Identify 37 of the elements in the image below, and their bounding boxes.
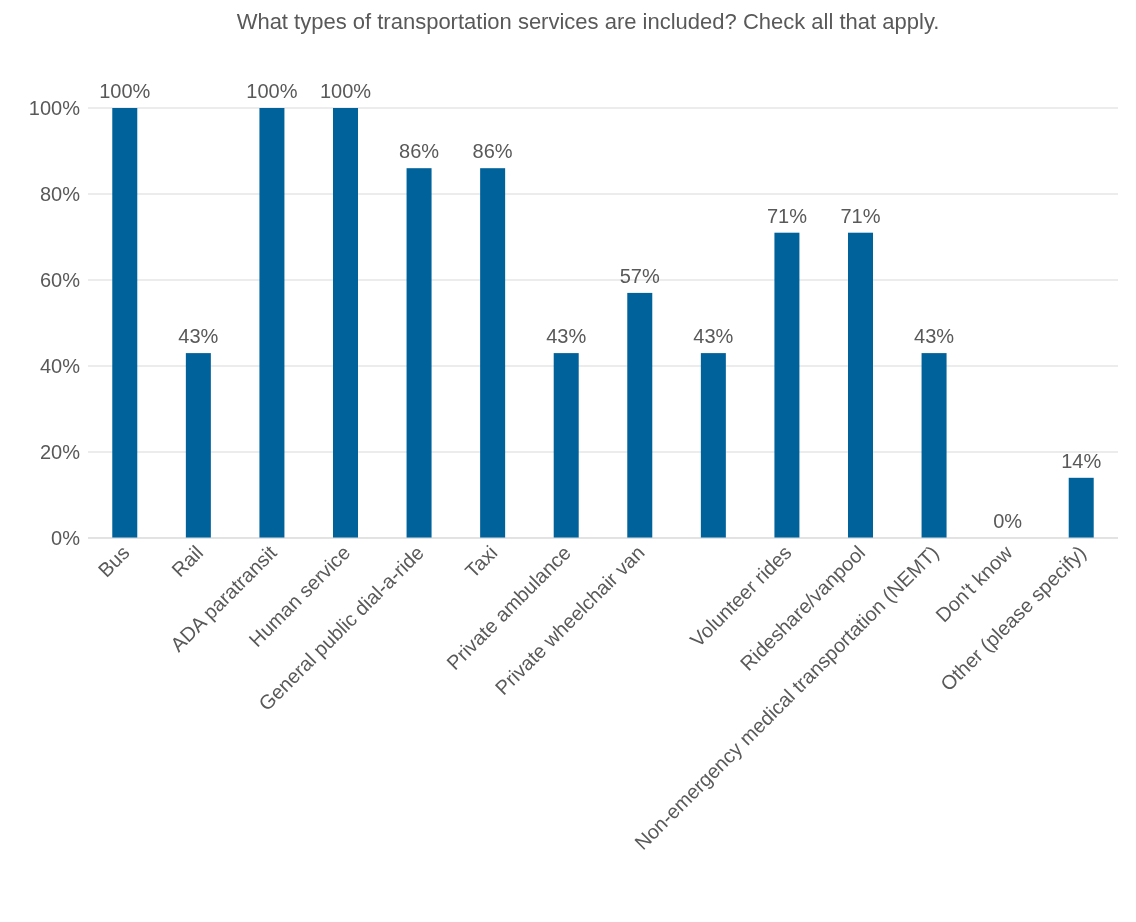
data-label: 71% <box>840 204 881 227</box>
x-tick-label: Rail <box>167 541 208 582</box>
x-tick-label: Taxi <box>460 541 502 582</box>
y-tick-label: 80% <box>39 183 81 206</box>
data-label: 43% <box>914 325 955 348</box>
data-label: 57% <box>619 264 661 287</box>
bar <box>847 232 873 538</box>
chart-title: What types of transportation services are included? Check all that apply. <box>235 8 941 36</box>
y-tick-label: 100% <box>28 97 81 120</box>
bar <box>112 108 138 538</box>
y-tick-label: 20% <box>39 441 81 464</box>
bar <box>627 292 653 538</box>
data-label: 100% <box>246 80 298 102</box>
x-tick-label: Bus <box>93 541 134 582</box>
bar <box>406 168 432 538</box>
bar <box>185 353 211 538</box>
bar <box>480 168 506 538</box>
bar <box>921 353 947 538</box>
data-label: 86% <box>472 140 513 163</box>
data-label: 43% <box>178 325 219 348</box>
data-label: 100% <box>99 80 151 102</box>
data-label: 86% <box>399 140 440 163</box>
bar <box>774 232 800 538</box>
bar <box>553 353 579 538</box>
y-tick-label: 60% <box>39 269 81 292</box>
y-tick-label: 0% <box>51 527 81 550</box>
bar <box>700 353 726 538</box>
data-label: 43% <box>693 325 734 348</box>
data-label: 14% <box>1061 449 1102 472</box>
bar <box>332 108 358 538</box>
data-label: 100% <box>319 80 372 102</box>
bar <box>259 108 285 538</box>
data-label: 71% <box>766 204 808 227</box>
bar <box>1068 477 1094 538</box>
data-label: 0% <box>993 510 1023 532</box>
y-tick-label: 40% <box>39 355 81 378</box>
data-label: 43% <box>546 325 587 348</box>
